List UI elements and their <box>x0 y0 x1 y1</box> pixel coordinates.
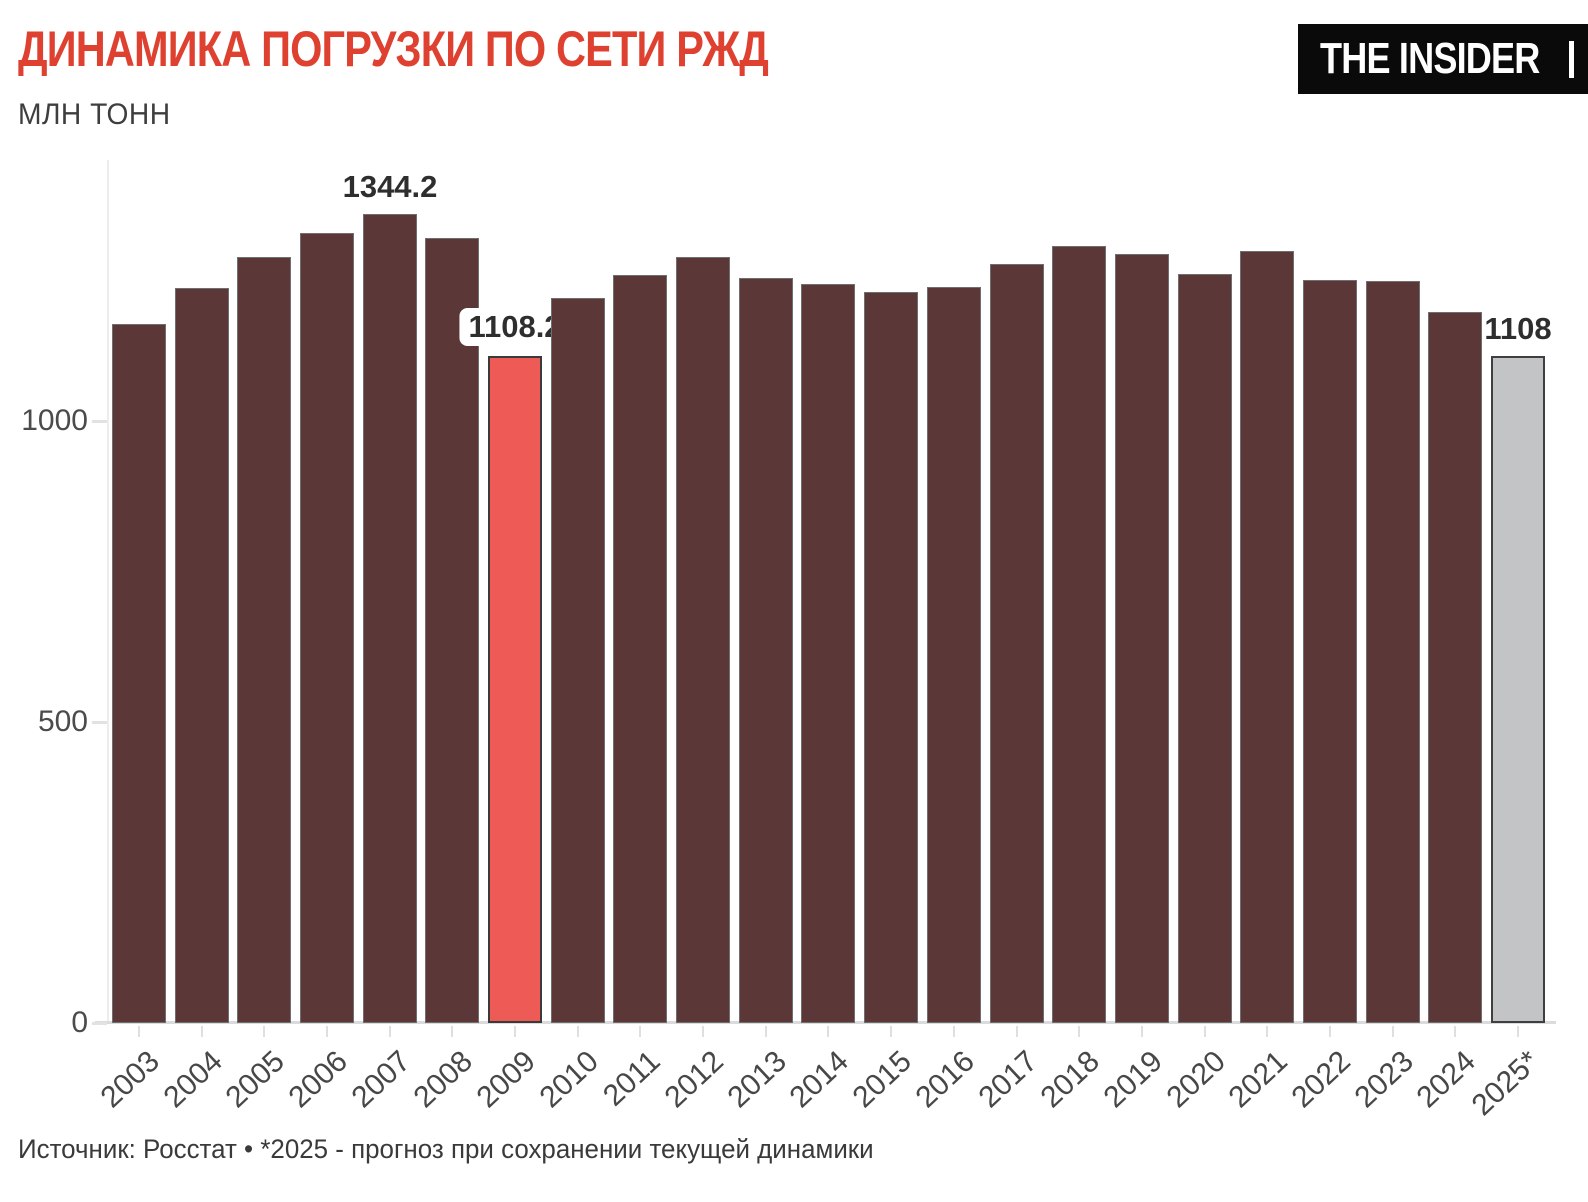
value-label-2025: 1108 <box>1484 311 1552 346</box>
x-axis-tick-mark <box>1454 1026 1456 1037</box>
y-axis-tick-label: 0 <box>71 1006 88 1039</box>
x-axis-label-2023: 2023 <box>1348 1044 1421 1115</box>
x-axis-label-2019: 2019 <box>1097 1044 1170 1115</box>
bar-2007 <box>363 214 417 1023</box>
the-insider-logo: THE INSIDER <box>1298 24 1588 94</box>
y-axis-tick-label: 1000 <box>21 404 88 437</box>
bar-2005 <box>237 257 291 1023</box>
y-axis-tick-label: 500 <box>37 705 88 738</box>
y-axis-tick-mark <box>92 420 107 423</box>
chart-title: ДИНАМИКА ПОГРУЗКИ ПО СЕТИ РЖД <box>18 21 769 77</box>
bar-2012 <box>676 257 730 1023</box>
y-axis-tick-mark <box>92 1022 107 1025</box>
x-axis-label-2009: 2009 <box>470 1044 543 1115</box>
x-axis-tick-mark <box>1141 1026 1143 1037</box>
x-axis-tick-mark <box>451 1026 453 1037</box>
y-axis-line <box>107 160 109 1023</box>
x-axis-tick-mark <box>138 1026 140 1037</box>
bar-2017 <box>990 264 1044 1023</box>
logo-cursor-bar <box>1569 41 1574 78</box>
x-axis-tick-mark <box>953 1026 955 1037</box>
x-axis-tick-mark <box>827 1026 829 1037</box>
bar-2006 <box>300 233 354 1023</box>
x-axis-label-2008: 2008 <box>407 1044 480 1115</box>
x-axis-tick-mark <box>1329 1026 1331 1037</box>
bar-2018 <box>1052 246 1106 1023</box>
bar-2011 <box>613 275 667 1023</box>
bar-2015 <box>864 292 918 1023</box>
bar-2013 <box>739 278 793 1023</box>
x-axis-label-2005: 2005 <box>219 1044 292 1115</box>
bar-2020 <box>1178 274 1232 1023</box>
bar-2025 <box>1491 356 1545 1023</box>
chart-subtitle: МЛН ТОНН <box>18 98 171 131</box>
bar-2009 <box>488 356 542 1023</box>
x-axis-label-2013: 2013 <box>721 1044 794 1115</box>
x-axis-tick-mark <box>263 1026 265 1037</box>
x-axis-label-2015: 2015 <box>846 1044 919 1115</box>
x-axis-tick-mark <box>1266 1026 1268 1037</box>
x-axis-label-2016: 2016 <box>909 1044 982 1115</box>
bar-2010 <box>551 298 605 1023</box>
x-axis-tick-mark <box>1016 1026 1018 1037</box>
x-axis-label-2004: 2004 <box>157 1044 230 1115</box>
bar-2019 <box>1115 254 1169 1023</box>
bar-2022 <box>1303 280 1357 1023</box>
logo-text: THE INSIDER <box>1320 34 1540 83</box>
x-axis-tick-mark <box>577 1026 579 1037</box>
bar-2008 <box>425 238 479 1023</box>
x-axis-label-2010: 2010 <box>533 1044 606 1115</box>
x-axis-label-2007: 2007 <box>345 1044 418 1115</box>
x-axis-tick-mark <box>1517 1026 1519 1037</box>
x-axis-label-2017: 2017 <box>972 1044 1045 1115</box>
x-axis-label-2022: 2022 <box>1285 1044 1358 1115</box>
x-axis-label-2014: 2014 <box>783 1044 856 1115</box>
x-axis-label-2006: 2006 <box>282 1044 355 1115</box>
x-axis-tick-mark <box>1392 1026 1394 1037</box>
x-axis-tick-mark <box>326 1026 328 1037</box>
x-axis-tick-mark <box>1204 1026 1206 1037</box>
bar-2021 <box>1240 251 1294 1023</box>
bar-2004 <box>175 288 229 1023</box>
x-axis-label-2020: 2020 <box>1160 1044 1233 1115</box>
bar-2014 <box>801 284 855 1023</box>
y-axis-tick-mark <box>92 721 107 724</box>
x-axis-tick-mark <box>765 1026 767 1037</box>
value-label-2007: 1344.2 <box>342 169 438 204</box>
x-axis-label-2025: 2025* <box>1465 1044 1546 1123</box>
bar-2003 <box>112 324 166 1023</box>
bar-2024 <box>1428 312 1482 1023</box>
x-axis-label-2012: 2012 <box>658 1044 731 1115</box>
x-axis-tick-mark <box>890 1026 892 1037</box>
x-axis-tick-mark <box>702 1026 704 1037</box>
x-axis-tick-mark <box>639 1026 641 1037</box>
source-note: Источник: Росстат • *2025 - прогноз при … <box>18 1134 874 1164</box>
x-axis-label-2021: 2021 <box>1222 1044 1295 1115</box>
x-axis-label-2003: 2003 <box>94 1044 167 1115</box>
bar-2023 <box>1366 281 1420 1023</box>
x-axis-tick-mark <box>514 1026 516 1037</box>
x-axis-tick-mark <box>1078 1026 1080 1037</box>
bar-2016 <box>927 287 981 1023</box>
x-axis-tick-mark <box>201 1026 203 1037</box>
x-axis-label-2018: 2018 <box>1034 1044 1107 1115</box>
x-axis-label-2011: 2011 <box>597 1044 668 1113</box>
x-axis-tick-mark <box>389 1026 391 1037</box>
